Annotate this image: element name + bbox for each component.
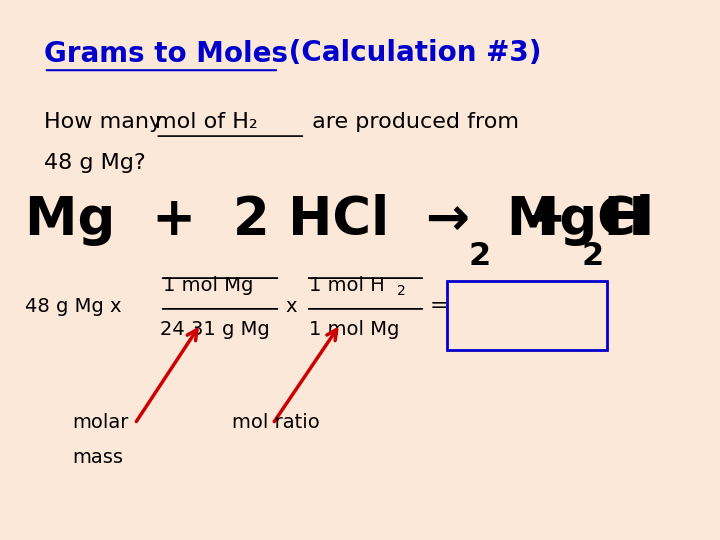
FancyBboxPatch shape — [447, 281, 607, 350]
Text: +  H: + H — [486, 194, 648, 246]
Text: Mg  +  2 HCl  →  MgCl: Mg + 2 HCl → MgCl — [25, 194, 654, 246]
Text: 48 g Mg?: 48 g Mg? — [44, 153, 145, 173]
Text: mass: mass — [72, 448, 123, 467]
Text: x: x — [285, 297, 297, 316]
Text: 2: 2 — [572, 303, 583, 321]
Text: =: = — [430, 296, 449, 316]
Text: 1 mol Mg: 1 mol Mg — [163, 276, 253, 295]
Text: Grams to Moles: Grams to Moles — [44, 39, 288, 68]
Text: How many: How many — [44, 112, 169, 132]
Text: are produced from: are produced from — [305, 112, 519, 132]
Text: 1 mol H: 1 mol H — [309, 276, 384, 295]
Text: 2: 2 — [582, 241, 604, 272]
Text: mol ratio: mol ratio — [232, 413, 320, 432]
Text: 2: 2 — [469, 241, 491, 272]
Text: 24.31 g Mg: 24.31 g Mg — [160, 320, 269, 339]
Text: molar: molar — [72, 413, 128, 432]
Text: 48 g Mg x: 48 g Mg x — [25, 297, 122, 316]
Text: 2: 2 — [397, 284, 405, 298]
Text: 1.97 mol H: 1.97 mol H — [458, 296, 593, 316]
Text: mol of H₂: mol of H₂ — [156, 112, 258, 132]
Text: (Calculation #3): (Calculation #3) — [279, 39, 541, 68]
Text: 1 mol Mg: 1 mol Mg — [309, 320, 400, 339]
